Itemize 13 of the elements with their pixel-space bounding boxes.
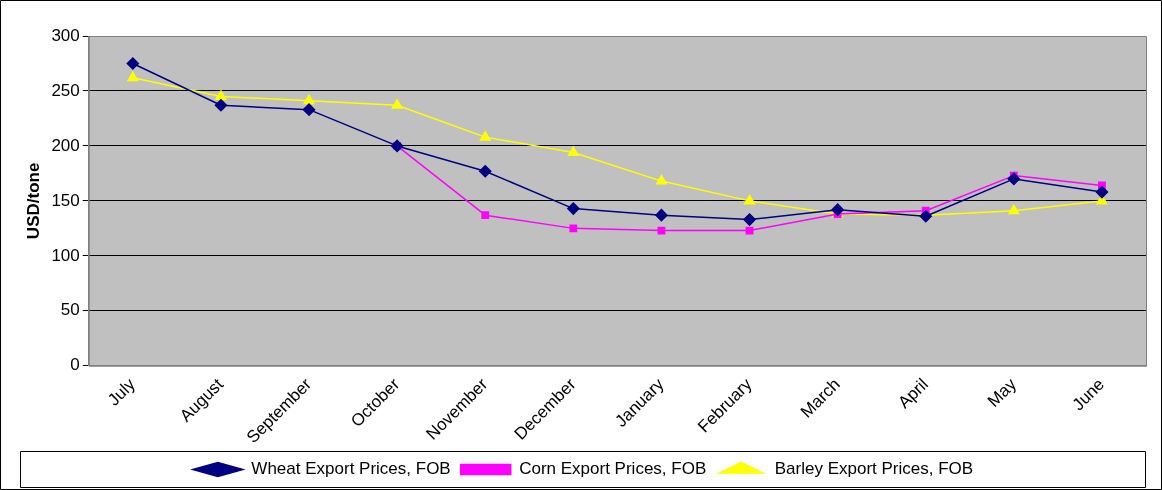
y-tick-label: 200 [51, 135, 80, 155]
y-tick-label: 50 [60, 300, 80, 320]
x-tick-label: May [983, 374, 1021, 411]
legend-label: Wheat Export Prices, FOB [251, 459, 451, 479]
legend-label: Corn Export Prices, FOB [519, 459, 707, 479]
y-tick-label: 150 [51, 190, 80, 210]
x-tick-label: July [104, 374, 140, 410]
y-axis-title: USD/tone [23, 162, 43, 240]
y-tick-label: 300 [51, 25, 80, 45]
y-tick-label: 0 [70, 355, 80, 375]
y-tick-label: 100 [51, 245, 80, 265]
legend-label: Barley Export Prices, FOB [774, 459, 974, 479]
y-tick-label: 250 [51, 80, 80, 100]
